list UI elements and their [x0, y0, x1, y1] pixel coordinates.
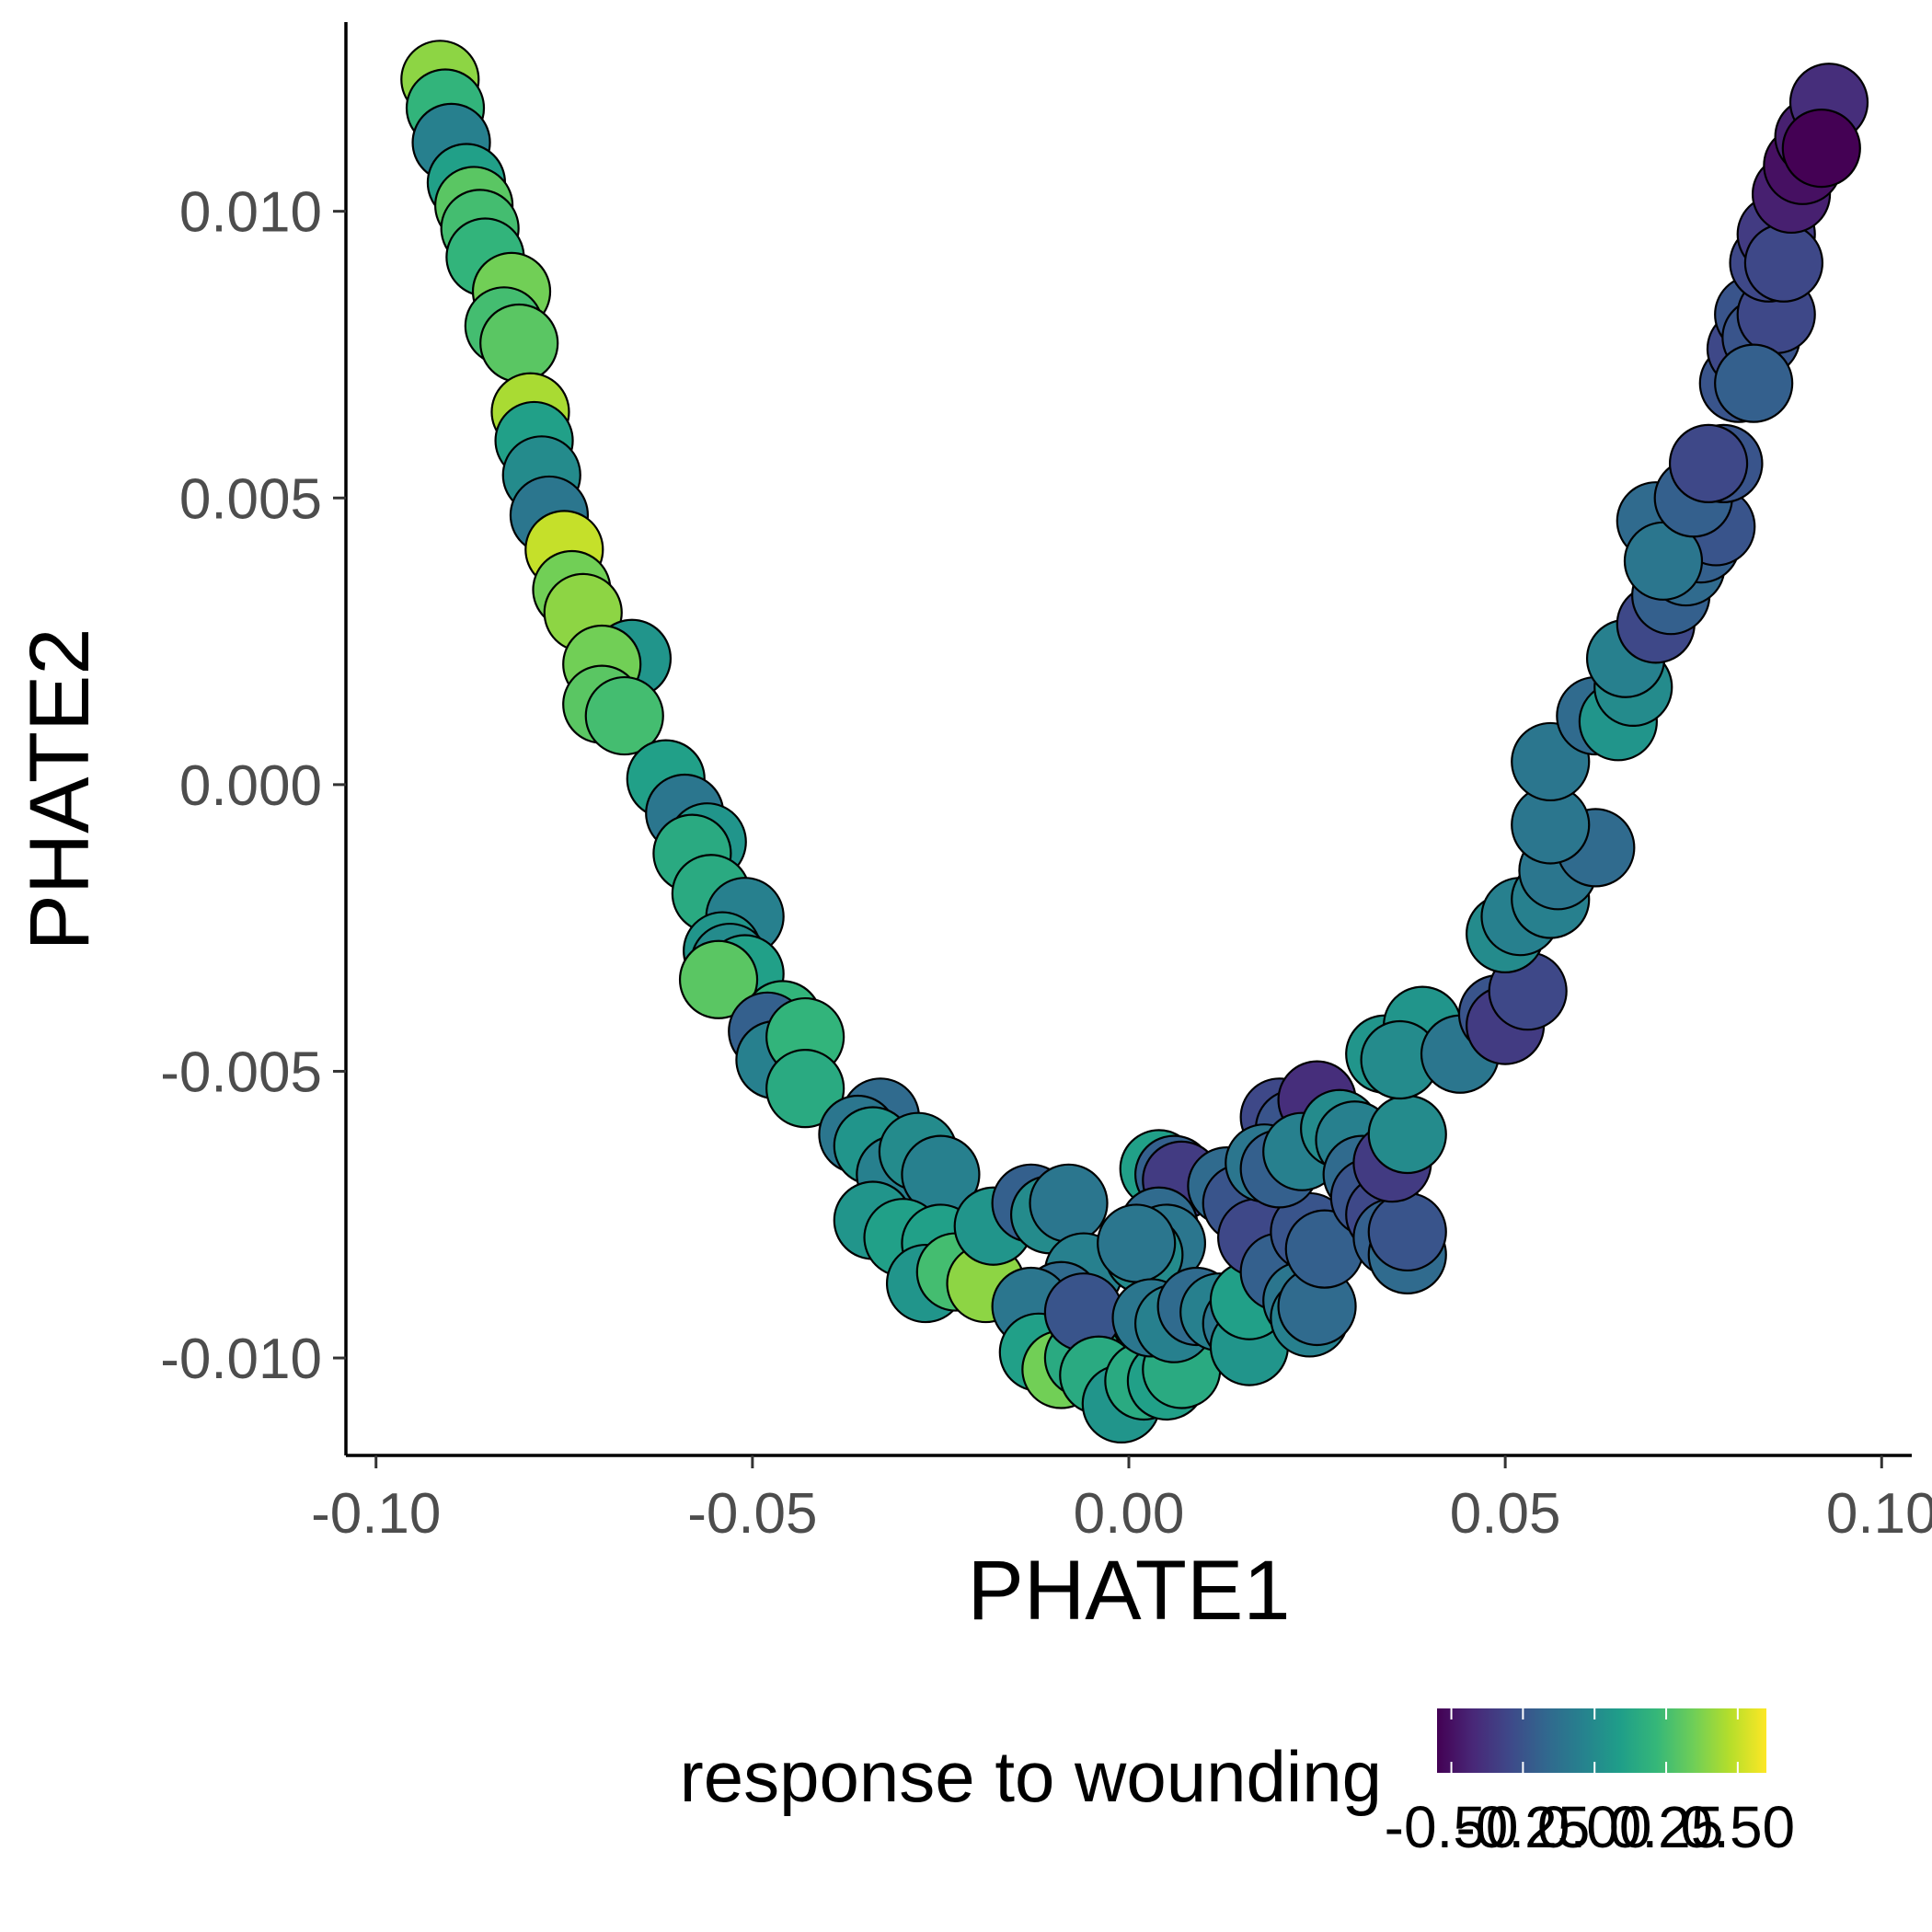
- y-tick-label: 0.000: [179, 754, 322, 818]
- data-point: [1743, 223, 1823, 303]
- points-layer: [400, 40, 1869, 1444]
- colorbar-legend: response to wounding -0.50-0.250.000.250…: [680, 1708, 1795, 1860]
- x-tick-label: 0.05: [1450, 1482, 1561, 1546]
- colorbar: [1437, 1708, 1766, 1773]
- y-axis-title: PHATE2: [13, 627, 107, 950]
- colorbar-tick-label: 0.25: [1609, 1794, 1724, 1860]
- y-tick-label: 0.010: [179, 181, 322, 245]
- colorbar-tick-label: 0.00: [1537, 1794, 1652, 1860]
- data-point: [584, 675, 664, 756]
- data-point: [479, 303, 559, 384]
- data-point: [1781, 109, 1861, 189]
- data-point: [1097, 1203, 1177, 1283]
- legend-title: response to wounding: [680, 1736, 1382, 1817]
- y-tick-label: -0.005: [160, 1041, 322, 1104]
- colorbar-tick-label: -0.25: [1455, 1794, 1590, 1860]
- data-point: [1367, 1191, 1447, 1272]
- colorbar-tick-label: -0.50: [1385, 1794, 1519, 1860]
- x-axis-ticks: -0.10 -0.05 0.00 0.05 0.10: [311, 1455, 1932, 1546]
- colorbar-tick-label: 0.50: [1681, 1794, 1796, 1860]
- data-point: [1029, 1163, 1109, 1243]
- x-tick-label: 0.00: [1074, 1482, 1185, 1546]
- data-point: [1367, 1094, 1447, 1175]
- y-tick-label: -0.010: [160, 1328, 322, 1391]
- data-point: [1714, 343, 1794, 423]
- data-point: [1668, 423, 1749, 503]
- data-point: [678, 939, 759, 1019]
- x-axis-title: PHATE1: [967, 1544, 1290, 1638]
- data-point: [765, 1049, 845, 1129]
- colorbar-ticks: -0.50-0.250.000.250.50: [1385, 1708, 1796, 1860]
- x-tick-label: -0.10: [311, 1482, 441, 1546]
- x-tick-label: -0.05: [687, 1482, 817, 1546]
- y-axis-ticks: -0.010 -0.005 0.000 0.005 0.010: [160, 181, 346, 1391]
- y-tick-label: 0.005: [179, 467, 322, 531]
- x-tick-label: 0.10: [1826, 1482, 1932, 1546]
